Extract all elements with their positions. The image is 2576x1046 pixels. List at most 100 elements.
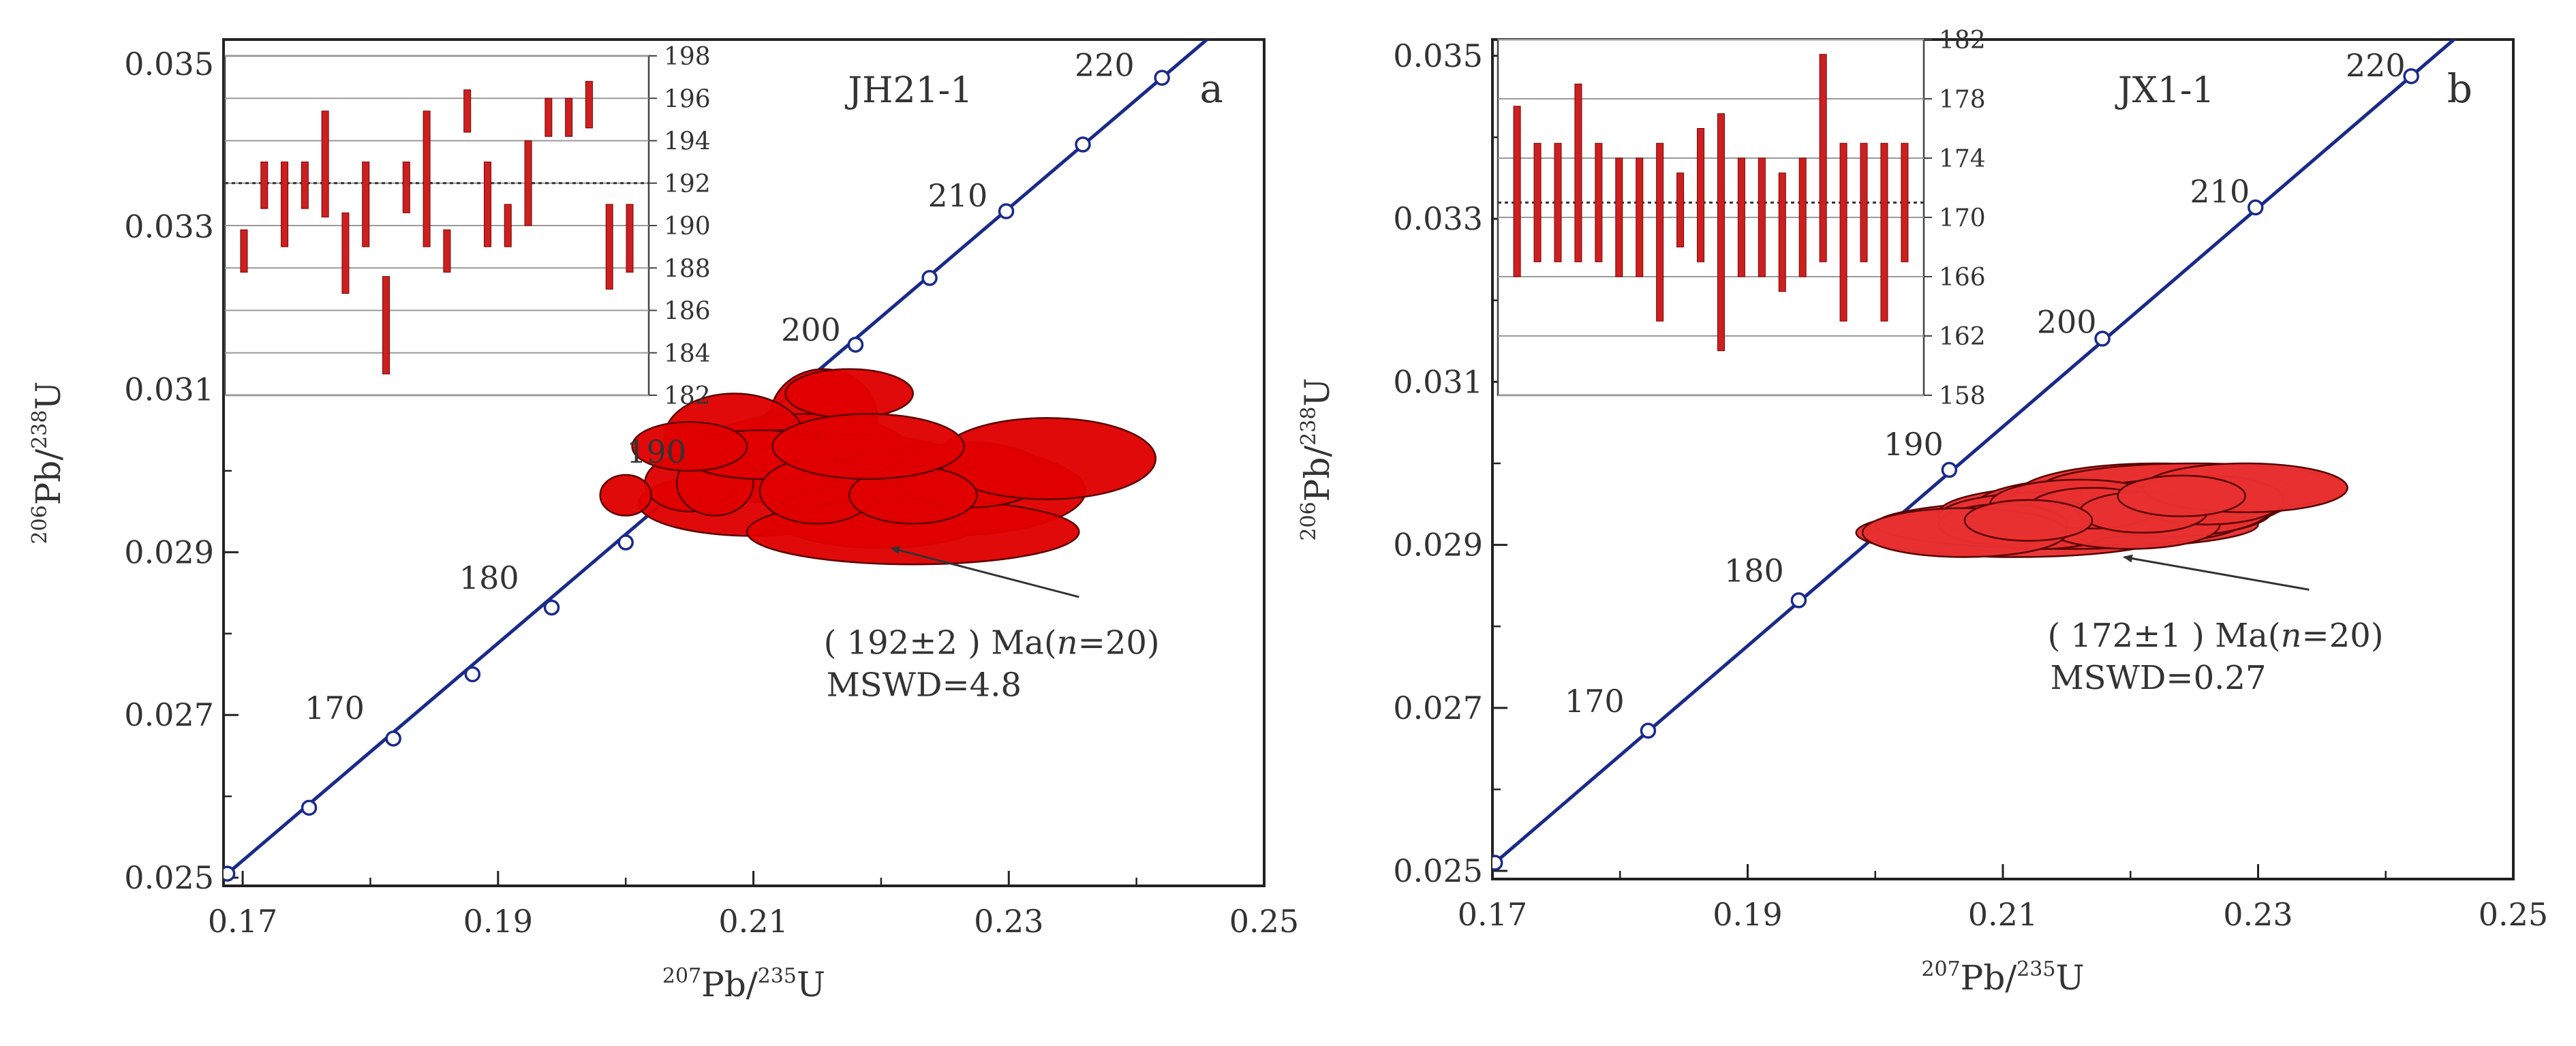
age-annotation-prefix: ( 172±1 ) Ma( bbox=[2048, 617, 2281, 655]
error-ellipse bbox=[599, 474, 652, 517]
inset: 158 162 166 170 174 178 182 bbox=[1497, 27, 1986, 410]
inset-tick-label: 194 bbox=[664, 128, 711, 156]
inset-age-bar bbox=[565, 97, 573, 137]
concordia-age-label: 180 bbox=[1724, 552, 1784, 589]
inset-tick-label: 186 bbox=[664, 298, 711, 326]
inset-age-bar bbox=[301, 161, 309, 209]
inset-age-bar bbox=[281, 161, 289, 247]
y-tick-label: 0.029 bbox=[124, 534, 214, 570]
concordia-age-marker bbox=[1941, 461, 1958, 478]
concordia-age-label: 220 bbox=[1075, 47, 1135, 84]
age-annotation: ( 192±2 ) Ma(n=20) bbox=[824, 624, 1160, 662]
error-ellipse bbox=[784, 368, 915, 419]
y-axis-label: 206Pb/238U bbox=[28, 381, 68, 544]
concordia-age-label: 190 bbox=[1884, 426, 1944, 463]
concordia-age-marker bbox=[1790, 592, 1807, 609]
concordia-age-marker bbox=[998, 203, 1015, 219]
error-ellipse bbox=[631, 421, 748, 472]
inset-tick-label: 174 bbox=[1939, 145, 1986, 173]
concordia-age-marker bbox=[1075, 136, 1091, 153]
x-tick-label: 0.25 bbox=[1229, 903, 1299, 940]
x-tick-label: 0.21 bbox=[1968, 896, 2038, 933]
concordia-age-label: 190 bbox=[626, 433, 686, 470]
concordia-age-label: 180 bbox=[459, 559, 519, 596]
x-axis-label-sup: 207 bbox=[662, 964, 701, 988]
inset-age-bar bbox=[260, 161, 269, 209]
inset-tick-label: 178 bbox=[1939, 86, 1986, 114]
inset-age-bar bbox=[1737, 157, 1745, 277]
x-axis-label-base2: U bbox=[797, 965, 825, 1004]
y-tick-label: 0.035 bbox=[1393, 37, 1483, 74]
y-axis-label-base: Pb/ bbox=[29, 449, 68, 506]
concordia-age-marker bbox=[301, 799, 318, 816]
inset-age-bar bbox=[240, 229, 248, 273]
concordia-age-marker bbox=[2248, 199, 2264, 216]
y-axis-label-sup2: 238 bbox=[28, 410, 52, 449]
concordia-curve bbox=[1492, 40, 2457, 867]
inset-age-bar bbox=[1880, 142, 1888, 322]
concordia-age-label: 210 bbox=[927, 177, 987, 214]
concordia-age-marker bbox=[2094, 330, 2111, 347]
inset-age-bar bbox=[1513, 106, 1521, 277]
inset-age-bar bbox=[1697, 128, 1705, 262]
age-annotation-suffix: =20) bbox=[2302, 617, 2384, 655]
y-tick-label: 0.031 bbox=[1393, 363, 1483, 400]
y-tick-label: 0.027 bbox=[1393, 690, 1483, 726]
concordia-age-marker bbox=[617, 534, 634, 551]
y-tick-label: 0.025 bbox=[1393, 852, 1483, 889]
concordia-age-marker bbox=[921, 270, 938, 286]
inset-tick-label: 188 bbox=[664, 255, 711, 283]
concordia-age-label: 200 bbox=[781, 311, 841, 348]
inset-age-bar bbox=[1819, 54, 1827, 262]
inset-tick-label: 158 bbox=[1939, 382, 1986, 410]
inset-tick-label: 184 bbox=[664, 340, 711, 368]
plot-content bbox=[224, 40, 1210, 882]
inset: 182 184 186 188 190 192 194 196 198 bbox=[224, 43, 711, 410]
x-axis-label: 207Pb/235U bbox=[662, 964, 825, 1004]
concordia-age-marker bbox=[2403, 68, 2419, 84]
inset-age-bar bbox=[1636, 157, 1644, 277]
error-ellipse bbox=[771, 413, 965, 480]
concordia-age-marker bbox=[385, 730, 401, 747]
concordia-age-marker bbox=[1492, 855, 1503, 871]
y-tick-label: 0.025 bbox=[124, 859, 214, 896]
panel-letter: a bbox=[1199, 65, 1223, 112]
mswd-annotation: MSWD=0.27 bbox=[2051, 659, 2267, 697]
concordia-age-marker bbox=[224, 865, 236, 882]
inset-tick-label: 182 bbox=[1939, 27, 1986, 55]
sample-name: JX1-1 bbox=[2115, 70, 2215, 111]
concordia-age-marker bbox=[1640, 722, 1657, 739]
inset-age-bar bbox=[585, 80, 593, 129]
inset-age-bar bbox=[1656, 142, 1664, 322]
y-axis-label-sup2: 238 bbox=[1297, 407, 1321, 446]
inset-age-bar bbox=[1798, 157, 1807, 277]
concordia-age-marker bbox=[464, 666, 481, 683]
inset-age-bar bbox=[382, 276, 390, 375]
x-tick-label: 0.21 bbox=[718, 903, 788, 940]
inset-age-bar bbox=[443, 229, 451, 273]
x-axis-label-sup2: 235 bbox=[758, 964, 797, 988]
age-annotation-prefix: ( 192±2 ) Ma( bbox=[824, 624, 1057, 662]
inset-age-bar bbox=[402, 161, 410, 213]
inset-tick-label: 192 bbox=[664, 170, 711, 198]
y-axis-label-base2: U bbox=[29, 381, 68, 410]
annotation-arrow bbox=[889, 546, 1079, 598]
y-tick-label: 0.033 bbox=[1393, 200, 1483, 237]
inset-age-bar bbox=[504, 204, 512, 247]
age-annotation-n: n bbox=[2281, 617, 2302, 655]
inset-tick-label: 162 bbox=[1939, 323, 1986, 351]
inset-age-bar bbox=[1778, 172, 1786, 292]
concordia-age-marker bbox=[543, 599, 560, 616]
x-axis-label-sup: 207 bbox=[1921, 957, 1960, 981]
inset-age-bar bbox=[463, 89, 472, 133]
x-tick-label: 0.19 bbox=[1713, 896, 1782, 933]
panel-a: 0.17 0.19 0.21 0.23 0.25 0.025 0.027 0.029 0.031… bbox=[28, 38, 1299, 1004]
inset-age-bar bbox=[626, 204, 634, 273]
y-tick-label: 0.031 bbox=[124, 371, 214, 408]
y-tick-label: 0.029 bbox=[1393, 527, 1483, 564]
error-ellipse bbox=[1963, 499, 2094, 542]
annotation-arrow bbox=[2122, 554, 2310, 591]
inset-age-bar bbox=[1554, 142, 1562, 262]
inset-age-bar bbox=[483, 161, 491, 247]
x-tick-label: 0.17 bbox=[1458, 896, 1527, 933]
